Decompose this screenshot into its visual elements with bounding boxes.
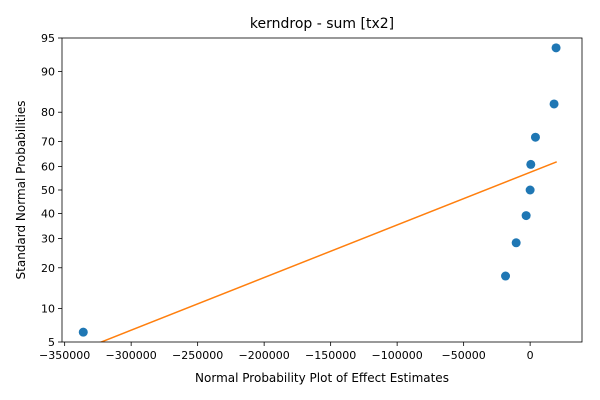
y-tick-label: 90 xyxy=(41,66,55,79)
chart-title: kerndrop - sum [tx2] xyxy=(250,16,394,32)
axis-ticks: −350000 −300000 −250000 −200000 −150000 −1000… xyxy=(39,32,534,362)
y-tick-label: 30 xyxy=(41,232,55,245)
y-tick-label: 95 xyxy=(41,32,55,45)
plot-marks xyxy=(78,43,561,342)
x-axis-label: Normal Probability Plot of Effect Estima… xyxy=(195,371,449,385)
data-point xyxy=(511,238,521,248)
data-point xyxy=(526,159,536,169)
data-point xyxy=(530,132,540,142)
x-tick-label: −150000 xyxy=(305,349,356,362)
data-point xyxy=(501,271,511,281)
data-point xyxy=(525,185,535,195)
y-tick-label: 50 xyxy=(41,184,55,197)
y-axis-label: Standard Normal Probabilities xyxy=(14,101,28,280)
y-tick-label: 40 xyxy=(41,207,55,220)
y-tick-label: 60 xyxy=(41,161,55,174)
x-tick-label: −300000 xyxy=(106,349,157,362)
y-tick-label: 70 xyxy=(41,136,55,149)
y-tick-label: 20 xyxy=(41,262,55,275)
y-tick-label: 10 xyxy=(41,302,55,315)
x-tick-label: −200000 xyxy=(239,349,290,362)
x-tick-label: −100000 xyxy=(372,349,423,362)
x-tick-label: −250000 xyxy=(172,349,223,362)
data-point xyxy=(521,211,531,221)
y-tick-label: 80 xyxy=(41,106,55,119)
data-point xyxy=(78,327,88,337)
x-tick-label: −350000 xyxy=(39,349,90,362)
axes-frame xyxy=(61,37,583,343)
fit-line xyxy=(99,161,558,342)
plot-area xyxy=(78,43,561,342)
data-point xyxy=(549,99,559,109)
x-tick-label: 0 xyxy=(527,349,534,362)
y-tick-label: 5 xyxy=(48,336,55,349)
data-point xyxy=(551,43,561,53)
x-tick-label: −50000 xyxy=(442,349,486,362)
